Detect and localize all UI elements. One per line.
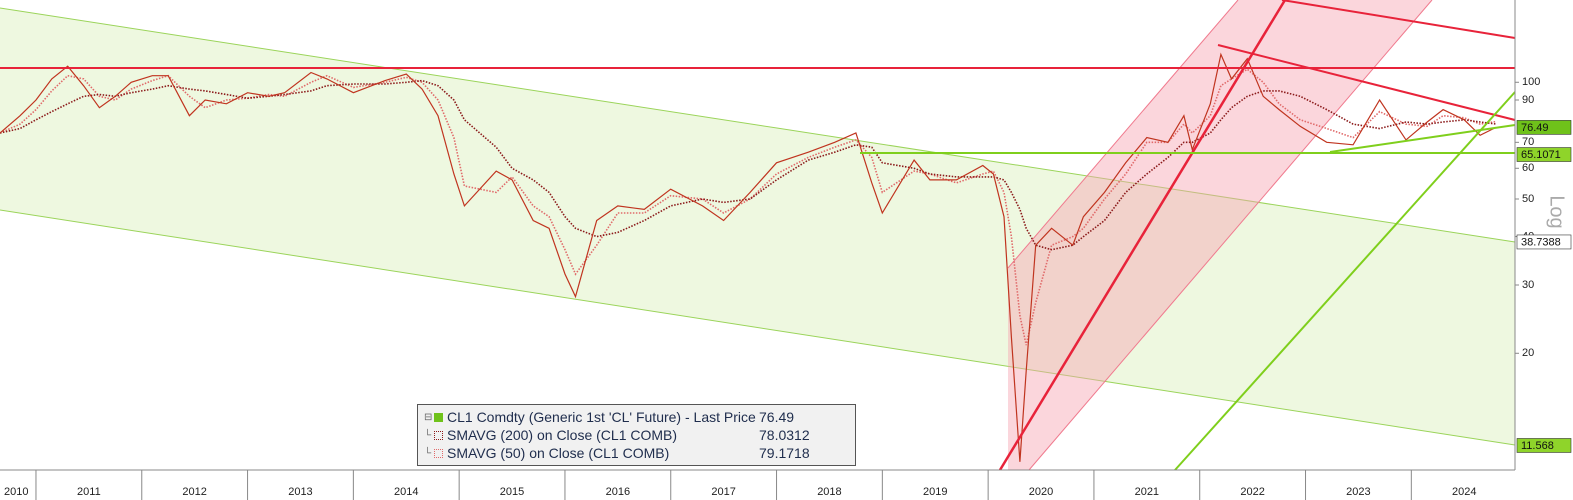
level-label-box [1516,438,1572,453]
legend-icon [434,430,443,440]
level-label-box [1516,234,1572,250]
trendlines [0,0,1516,471]
series-line [0,52,1497,462]
legend-tree: ⊟ [424,411,433,423]
legend-name: CL1 Comdty (Generic 1st 'CL' Future) - L… [447,409,756,425]
legend-last-value: 78.0312 [759,427,810,443]
x-tick-label: 2014 [394,486,418,498]
red-channel-edge [1007,0,1239,269]
trend-line [1217,44,1516,121]
x-tick-label: 2018 [817,486,841,498]
x-tick-label: 2017 [711,486,735,498]
legend-entry: └ SMAVG (200) on Close (CL1 COMB) 78.0312 [424,426,849,444]
legend: ⊟ CL1 Comdty (Generic 1st 'CL' Future) - … [417,404,856,466]
x-tick-label: 2015 [500,486,524,498]
legend-tree: └ [424,447,432,459]
level-label-box [1516,120,1572,135]
y-tick-label: 60 [1522,162,1534,174]
x-tick-label: 2023 [1346,486,1370,498]
level-label: 65.1071 [1521,149,1561,161]
x-tick-label: 2012 [182,486,206,498]
axes: 2030405060709010020102011201220132014201… [4,76,1572,500]
y-tick-label: 100 [1522,76,1540,88]
level-label: 76.49 [1521,122,1549,134]
x-tick-label: 2019 [923,486,947,498]
trend-line [998,0,1287,471]
y-axis-bg [1515,0,1573,500]
x-tick-label: 2010 [4,486,28,498]
legend-name: SMAVG (200) on Close (CL1 COMB) [447,427,678,443]
y-tick-label: 20 [1522,347,1534,359]
x-axis-bg [0,470,1515,500]
drawings [0,0,1516,471]
level-label-box [1516,147,1572,162]
x-tick-label: 2013 [288,486,312,498]
green-channel [0,8,1515,445]
level-label: 38.7388 [1521,236,1561,248]
x-tick-label: 2022 [1240,486,1264,498]
legend-entry: ⊟ CL1 Comdty (Generic 1st 'CL' Future) - … [424,408,849,426]
series-line [0,68,1497,346]
legend-icon [434,412,443,422]
level-label: 11.568 [1521,440,1554,452]
legend-last-value: 76.49 [759,409,795,425]
legend-entry: └ SMAVG (50) on Close (CL1 COMB) 79.1718 [424,444,849,462]
red-channel-edge [1028,0,1433,471]
legend-icon [434,448,443,458]
legend-last-value: 79.1718 [759,445,810,461]
x-tick-label: 2024 [1452,486,1476,498]
green-channel-top [0,7,1516,243]
x-tick-label: 2020 [1029,486,1053,498]
trend-line [1329,124,1516,153]
series-line [0,79,1497,251]
y-tick-label: 90 [1522,94,1534,106]
red-channel [1008,0,1432,470]
x-tick-label: 2011 [77,486,101,498]
trend-line [1281,0,1516,39]
x-tick-label: 2021 [1135,486,1159,498]
y-tick-label: 30 [1522,279,1534,291]
legend-name: SMAVG (50) on Close (CL1 COMB) [447,445,670,461]
green-channel-bottom [0,209,1516,446]
plot-area [0,52,1497,462]
y-tick-label: 50 [1522,193,1534,205]
legend-tree: └ [424,429,432,441]
y-axis-label: Log [1546,195,1568,228]
trend-line [1174,91,1516,471]
x-tick-label: 2016 [606,486,630,498]
y-tick-label: 70 [1522,136,1534,148]
